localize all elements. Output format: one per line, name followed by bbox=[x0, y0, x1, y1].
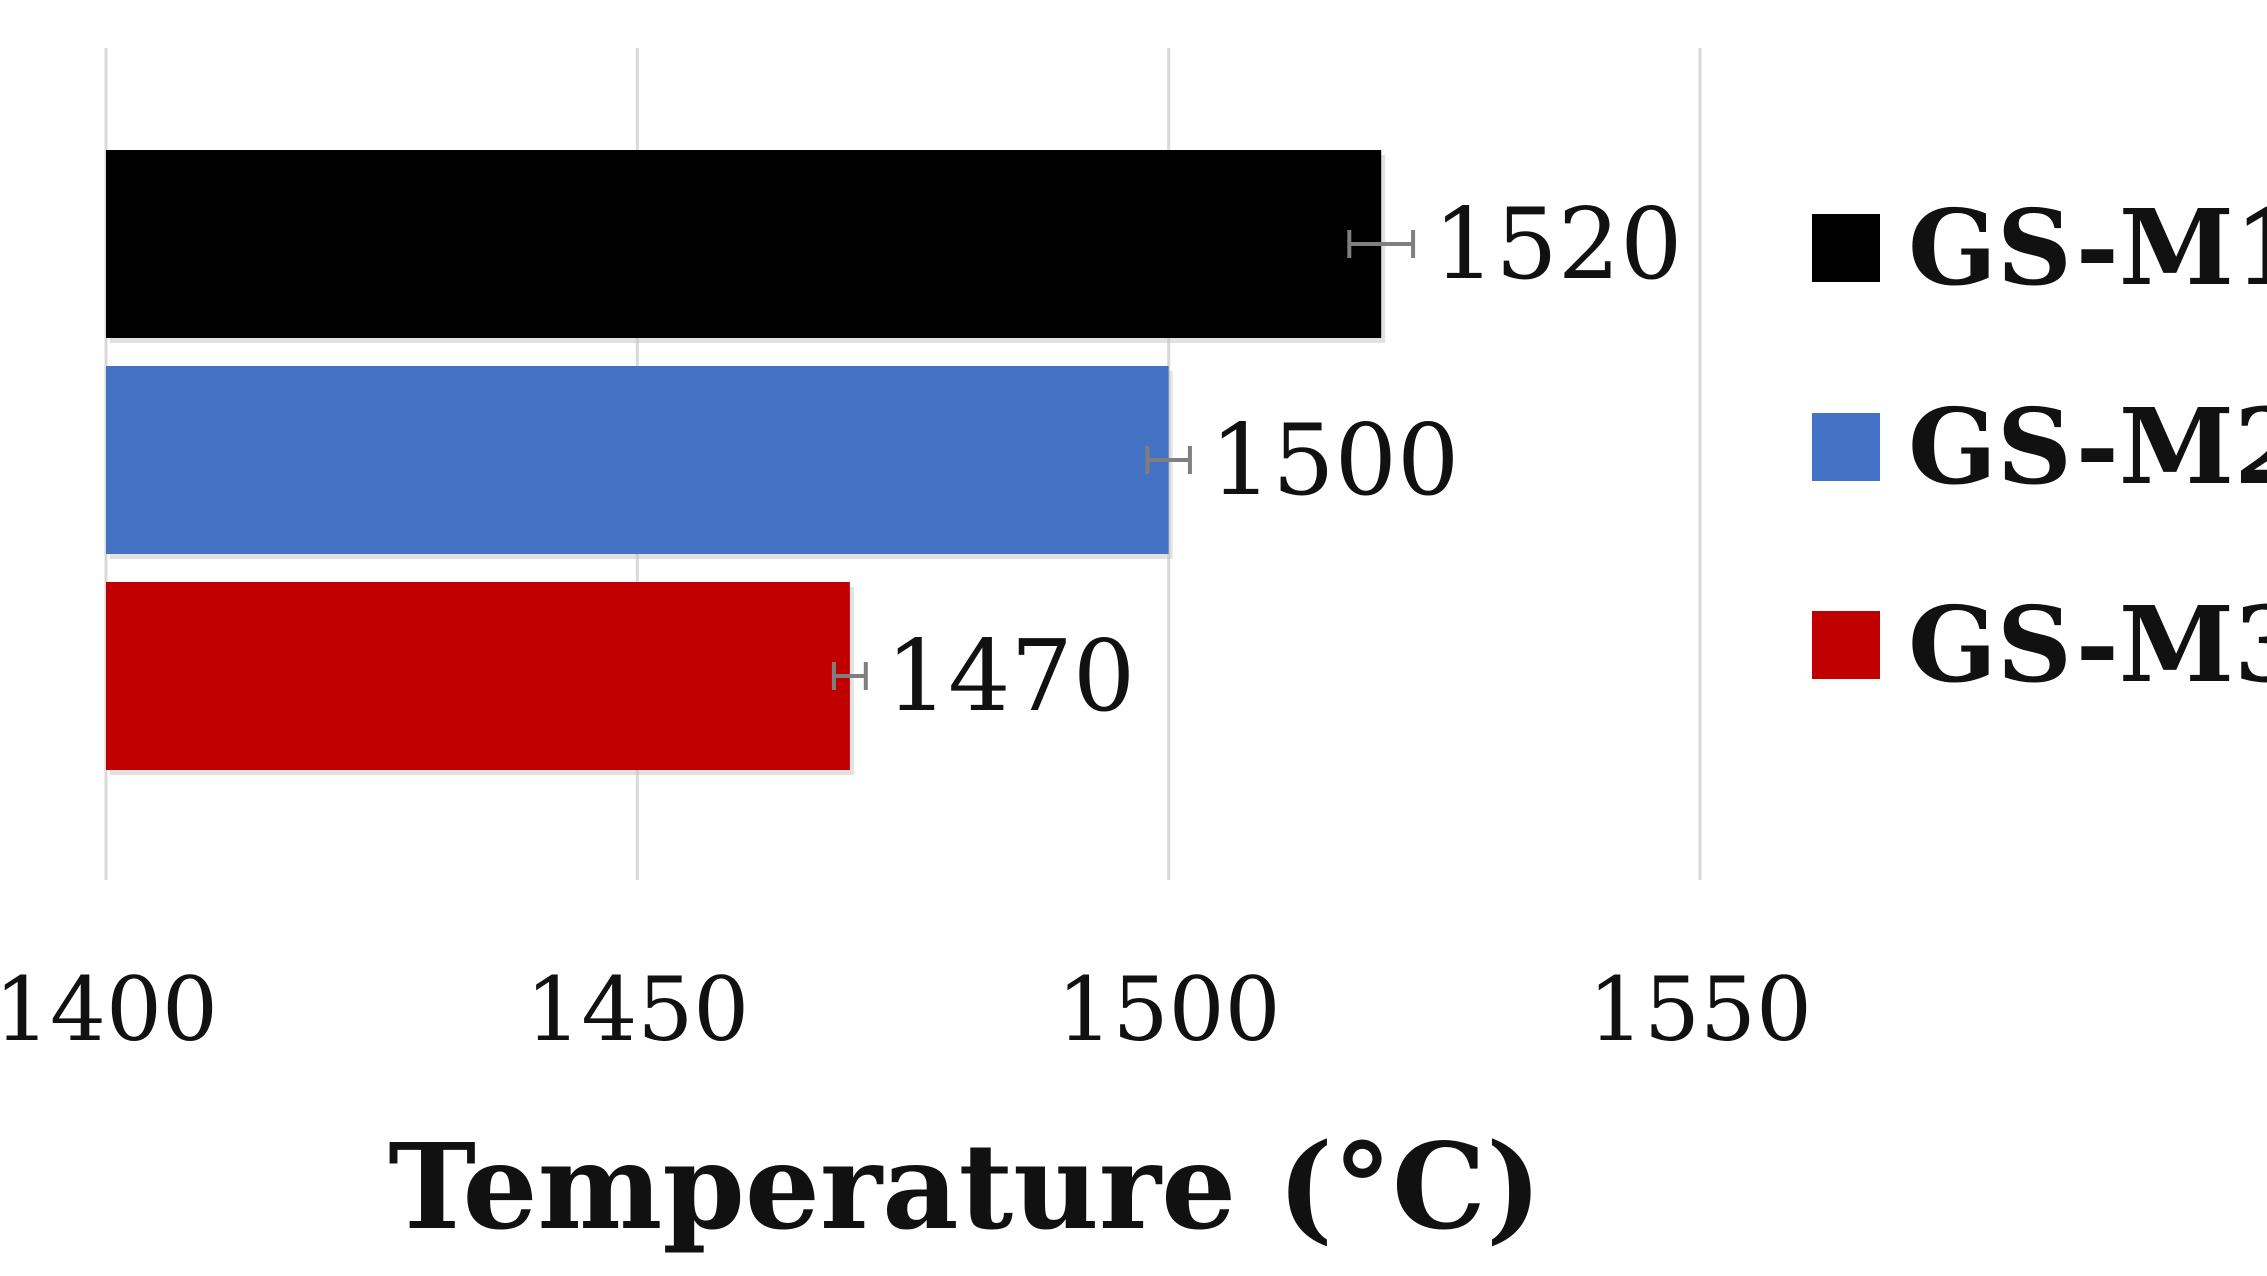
legend-label: GS-M1 bbox=[1908, 186, 2267, 309]
bar-gs-m1 bbox=[106, 150, 1382, 338]
data-label: 1500 bbox=[1210, 404, 1459, 518]
data-label: 1470 bbox=[886, 620, 1135, 734]
legend-label: GS-M2 bbox=[1908, 385, 2267, 508]
legend-label: GS-M3 bbox=[1908, 583, 2267, 706]
x-axis-title: Temperature (°C) bbox=[388, 1117, 1542, 1256]
x-tick-label: 1550 bbox=[1588, 958, 1812, 1061]
legend-swatch bbox=[1812, 413, 1880, 481]
x-tick-labels: 1400 1450 1500 1550 bbox=[0, 958, 1812, 1061]
bar-gs-m2 bbox=[106, 366, 1169, 554]
bar-gs-m3 bbox=[106, 582, 850, 770]
data-label: 1520 bbox=[1433, 188, 1682, 302]
legend: GS-M1 GS-M2 GS-M3 bbox=[1812, 186, 2267, 706]
legend-swatch bbox=[1812, 214, 1880, 282]
bars bbox=[106, 150, 1386, 775]
data-labels: 1520 1500 1470 bbox=[886, 188, 1683, 734]
x-tick-label: 1450 bbox=[525, 958, 749, 1061]
error-bars bbox=[831, 230, 1416, 690]
x-tick-label: 1400 bbox=[0, 958, 218, 1061]
legend-swatch bbox=[1812, 611, 1880, 679]
x-tick-label: 1500 bbox=[1057, 958, 1281, 1061]
